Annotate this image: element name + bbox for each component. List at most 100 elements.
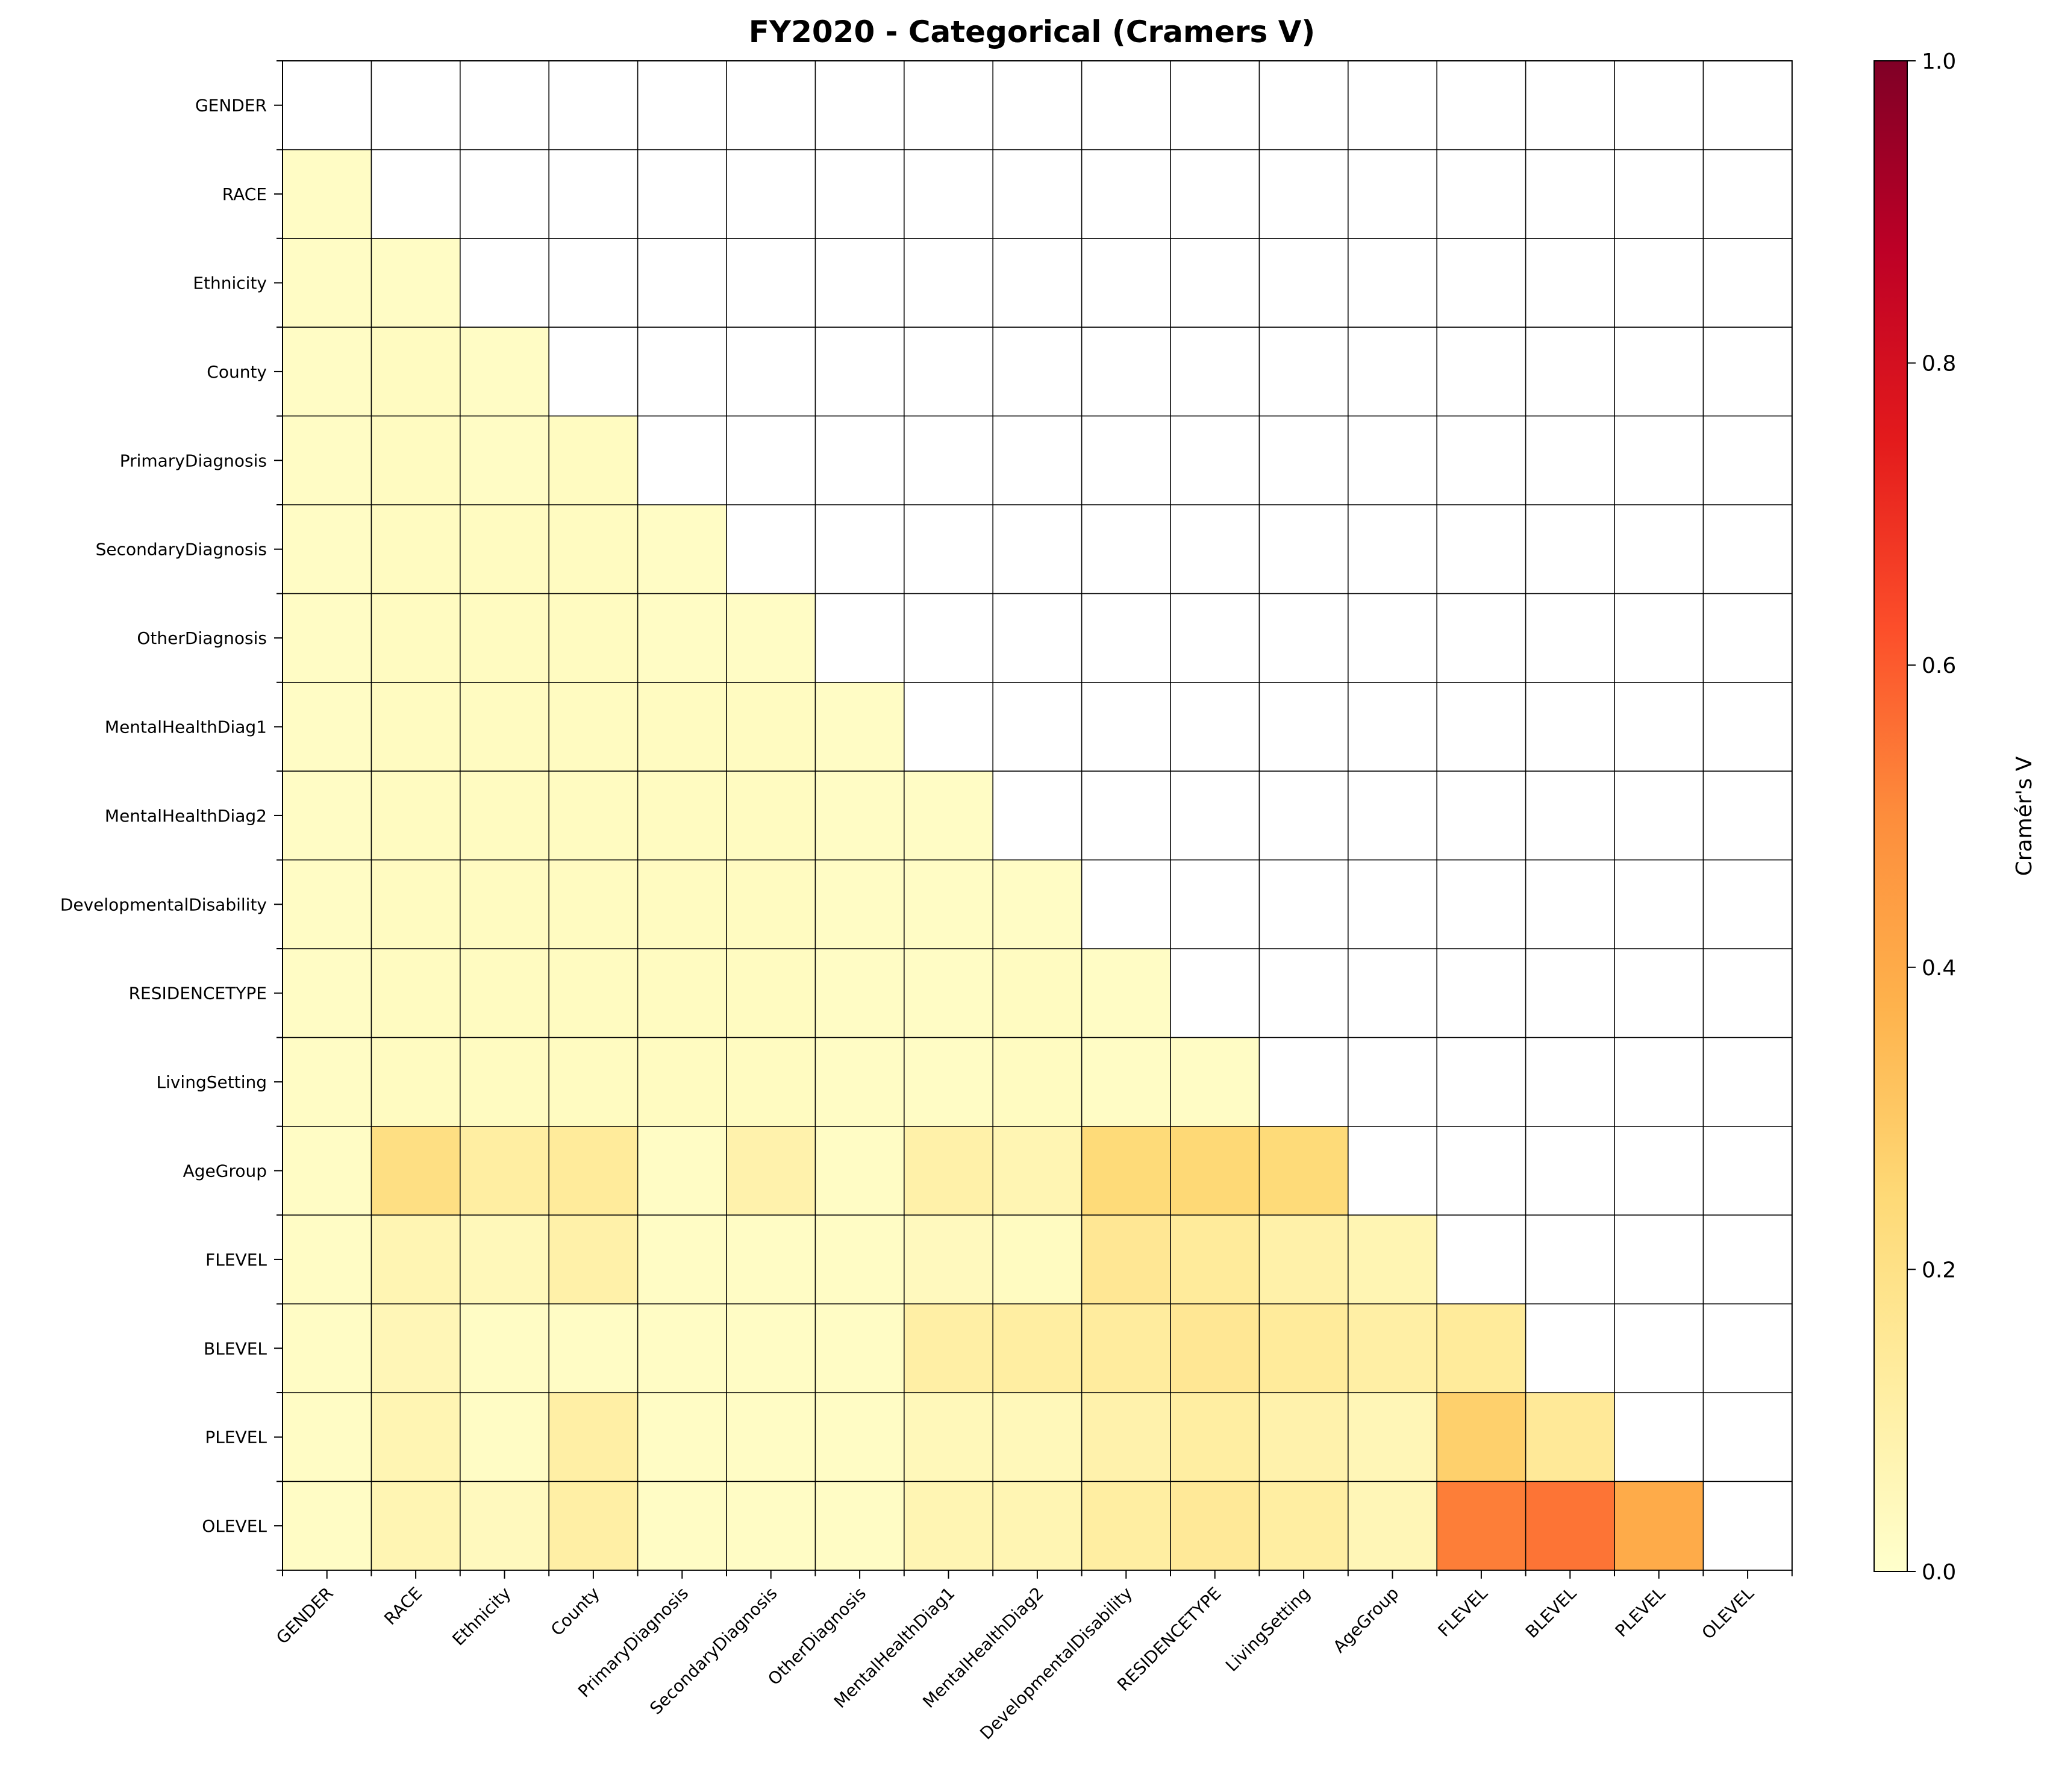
x-tick-label: DevelopmentalDisability (976, 1583, 1136, 1743)
heatmap-cell-masked (1170, 149, 1260, 239)
heatmap-cell (283, 593, 372, 683)
heatmap-cell-masked (1259, 238, 1349, 328)
heatmap-cell (815, 1037, 905, 1127)
colorbar-tick-label: 0.6 (1922, 654, 1956, 678)
heatmap-cell-masked (1259, 61, 1349, 150)
heatmap-cell (637, 1126, 727, 1216)
heatmap-cell-masked (1170, 682, 1260, 772)
heatmap-cell (993, 1215, 1083, 1305)
heatmap-cell (637, 1215, 727, 1305)
heatmap-cell (283, 1126, 372, 1216)
heatmap-cell-masked (1703, 949, 1793, 1038)
heatmap-cell (283, 149, 372, 239)
heatmap-cell (460, 1303, 549, 1393)
heatmap-cell (1525, 1481, 1615, 1571)
heatmap-cell (1081, 1126, 1171, 1216)
heatmap-cell-masked (1614, 771, 1704, 861)
heatmap-cell-masked (1525, 61, 1615, 150)
heatmap-cell-masked (1437, 416, 1527, 505)
heatmap-cell-masked (1170, 61, 1260, 150)
heatmap-cell-masked (1437, 505, 1527, 594)
heatmap-cell (283, 682, 372, 772)
heatmap-cell-masked (1348, 593, 1437, 683)
heatmap-grid (282, 60, 1793, 1571)
heatmap-cell (371, 1126, 461, 1216)
heatmap-cell (1081, 1215, 1171, 1305)
heatmap-cell-masked (1614, 1037, 1704, 1127)
heatmap-cell-masked (1170, 771, 1260, 861)
heatmap-cell-masked (283, 61, 372, 150)
heatmap-cell (549, 1303, 639, 1393)
heatmap-cell-masked (1437, 860, 1527, 949)
heatmap-cell (371, 327, 461, 417)
heatmap-cell (1170, 1393, 1260, 1482)
heatmap-cell (637, 1481, 727, 1571)
y-axis-ticks: GENDER RACE Ethnicity County PrimaryDiagnosi… (60, 60, 283, 1571)
heatmap-cell (460, 327, 549, 417)
heatmap-cell (1437, 1303, 1527, 1393)
heatmap-cell (815, 1481, 905, 1571)
heatmap-cell (371, 1481, 461, 1571)
heatmap-cell (815, 949, 905, 1038)
heatmap-cell (904, 1303, 993, 1393)
x-tick-label: AgeGroup (1330, 1583, 1403, 1656)
heatmap-cell-masked (1348, 327, 1437, 417)
heatmap-cell (727, 1481, 816, 1571)
heatmap-cell-masked (815, 327, 905, 417)
heatmap-cell-masked (1703, 1481, 1793, 1571)
heatmap-cell-masked (1703, 416, 1793, 505)
chart-title: FY2020 - Categorical (Cramers V) (749, 14, 1316, 49)
heatmap-cell (283, 238, 372, 328)
heatmap-cell-masked (815, 61, 905, 150)
heatmap-cell (371, 682, 461, 772)
heatmap-cell-masked (1525, 1126, 1615, 1216)
heatmap-cell-masked (1703, 149, 1793, 239)
heatmap-cell-masked (1525, 416, 1615, 505)
heatmap-cell-masked (904, 682, 993, 772)
heatmap-cell (637, 505, 727, 594)
heatmap-cell (371, 505, 461, 594)
heatmap-cell (727, 1126, 816, 1216)
heatmap-cell (727, 949, 816, 1038)
heatmap-cell-masked (1170, 505, 1260, 594)
heatmap-cell-masked (1437, 1126, 1527, 1216)
heatmap-cell-masked (1525, 949, 1615, 1038)
heatmap-cell (460, 1126, 549, 1216)
heatmap-cell-masked (1525, 505, 1615, 594)
y-tick-label: PrimaryDiagnosis (120, 451, 267, 470)
heatmap-cell-masked (549, 149, 639, 239)
heatmap-cell-masked (637, 416, 727, 505)
heatmap-cell-masked (1614, 61, 1704, 150)
heatmap-cell (1081, 1481, 1171, 1571)
heatmap-cell-masked (1614, 949, 1704, 1038)
heatmap-cell-masked (1348, 1037, 1437, 1127)
heatmap-cell-masked (1081, 593, 1171, 683)
heatmap-cell (1525, 1393, 1615, 1482)
y-tick-label: RESIDENCETYPE (129, 984, 267, 1004)
heatmap-cell (1259, 1303, 1349, 1393)
heatmap-cell (1081, 1037, 1171, 1127)
x-tick-label: GENDER (272, 1583, 337, 1648)
heatmap-cell-masked (1437, 771, 1527, 861)
heatmap-cell-masked (1081, 149, 1171, 239)
heatmap-cell-masked (815, 593, 905, 683)
heatmap-cell-masked (1703, 1393, 1793, 1482)
heatmap-cell-masked (1703, 771, 1793, 861)
y-tick-label: RACE (222, 184, 267, 204)
heatmap-cell-masked (1081, 238, 1171, 328)
heatmap-cell (283, 1393, 372, 1482)
heatmap-cell (904, 1215, 993, 1305)
heatmap-cell-masked (549, 238, 639, 328)
heatmap-cell-masked (637, 238, 727, 328)
heatmap-cell-masked (727, 238, 816, 328)
heatmap-cell-masked (1170, 593, 1260, 683)
heatmap-cell (904, 949, 993, 1038)
heatmap-cell (637, 771, 727, 861)
heatmap-cell-masked (1259, 593, 1349, 683)
heatmap-cell (637, 860, 727, 949)
heatmap-cell (283, 949, 372, 1038)
heatmap-cell-masked (904, 61, 993, 150)
heatmap-cell (371, 1037, 461, 1127)
heatmap-cell (371, 238, 461, 328)
